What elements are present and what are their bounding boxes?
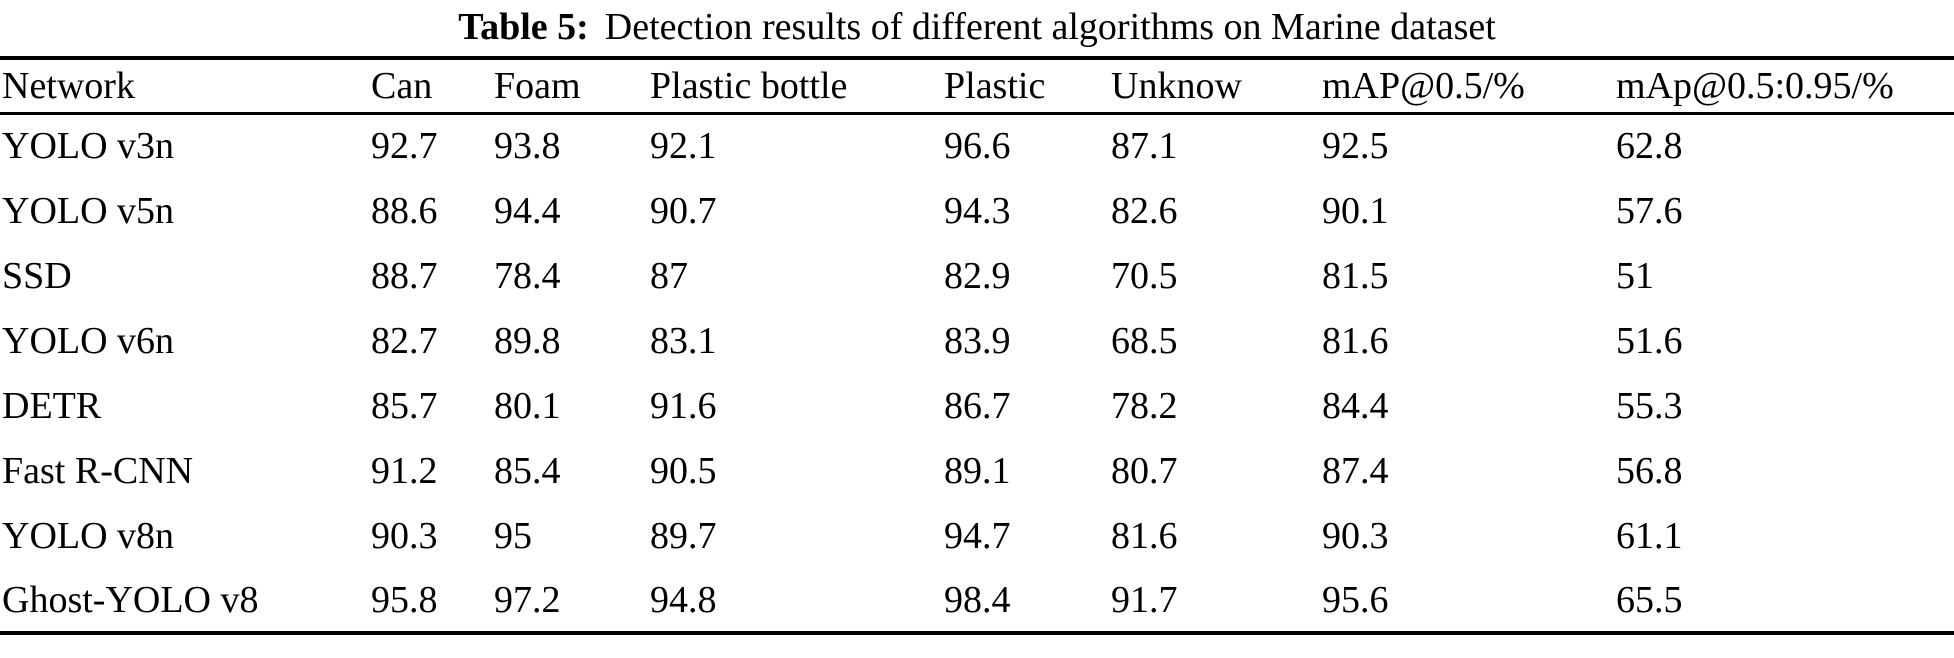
cell-value: 95.6 [1322,578,1389,621]
cell-value: 93.8 [494,125,561,168]
cell-value: 81.6 [1322,319,1389,362]
column-header-foam: Foam [494,58,650,115]
table-row: Ghost-YOLO v8 95.8 97.2 94.8 98.4 91.7 95.6 65.… [0,568,1954,633]
table-row: YOLO v5n 88.6 94.4 90.7 94.3 82.6 90.1 57.6 [0,178,1954,243]
cell-value: 92.7 [371,125,438,168]
cell-value: 89.8 [494,319,561,362]
cell-value: 65.5 [1616,578,1683,621]
cell-value: 78.2 [1111,384,1178,427]
cell-network: YOLO v5n [2,189,175,232]
column-header-map-0-5-0-95: mAp@0.5:0.95/% [1616,58,1954,115]
cell-value: 89.1 [944,449,1011,492]
cell-value: 78.4 [494,254,561,297]
cell-value: 81.6 [1111,514,1178,557]
cell-value: 85.7 [371,384,438,427]
cell-value: 56.8 [1616,449,1683,492]
table-caption: Table 5: Detection results of different a… [0,0,1954,52]
cell-value: 83.9 [944,319,1011,362]
cell-value: 70.5 [1111,254,1178,297]
column-header-can: Can [371,58,494,115]
cell-value: 81.5 [1322,254,1389,297]
table-body: YOLO v3n 92.7 93.8 92.1 96.6 87.1 92.5 62.8 YOLO… [0,113,1954,633]
header-row: Network Can Foam Plastic bottle Plastic Unkno… [0,58,1954,115]
cell-value: 90.3 [371,514,438,557]
cell-value: 61.1 [1616,514,1683,557]
table-row: Fast R-CNN 91.2 85.4 90.5 89.1 80.7 87.4 56.8 [0,438,1954,503]
cell-value: 83.1 [650,319,717,362]
cell-value: 89.7 [650,514,717,557]
cell-value: 88.7 [371,254,438,297]
cell-network: SSD [2,254,72,297]
table-row: YOLO v6n 82.7 89.8 83.1 83.9 68.5 81.6 51.6 [0,308,1954,373]
cell-network: YOLO v3n [2,125,175,168]
cell-network: DETR [2,384,102,427]
cell-network: Ghost-YOLO v8 [2,578,259,621]
cell-value: 98.4 [944,578,1011,621]
table-row: DETR 85.7 80.1 91.6 86.7 78.2 84.4 55.3 [0,373,1954,438]
cell-value: 87 [650,254,688,297]
results-table: Network Can Foam Plastic bottle Plastic Unkno… [0,56,1954,635]
cell-value: 82.6 [1111,189,1178,232]
cell-value: 91.7 [1111,578,1178,621]
cell-value: 91.2 [371,449,438,492]
cell-value: 87.4 [1322,449,1389,492]
cell-value: 90.3 [1322,514,1389,557]
column-header-plastic-bottle: Plastic bottle [650,58,944,115]
cell-value: 95.8 [371,578,438,621]
cell-value: 92.5 [1322,125,1389,168]
cell-value: 85.4 [494,449,561,492]
cell-value: 92.1 [650,125,717,168]
cell-value: 90.7 [650,189,717,232]
cell-value: 55.3 [1616,384,1683,427]
cell-network: Fast R-CNN [2,449,194,492]
cell-network: YOLO v6n [2,319,175,362]
cell-value: 62.8 [1616,125,1683,168]
cell-value: 97.2 [494,578,561,621]
cell-value: 88.6 [371,189,438,232]
column-header-network: Network [0,58,371,115]
table-caption-label: Table 5: [458,6,589,48]
cell-value: 87.1 [1111,125,1178,168]
cell-network: YOLO v8n [2,514,175,557]
column-header-map-0-5: mAP@0.5/% [1322,58,1616,115]
column-header-plastic: Plastic [944,58,1111,115]
cell-value: 80.1 [494,384,561,427]
cell-value: 95 [494,514,532,557]
cell-value: 51 [1616,254,1654,297]
cell-value: 84.4 [1322,384,1389,427]
cell-value: 86.7 [944,384,1011,427]
table-row: YOLO v8n 90.3 95 89.7 94.7 81.6 90.3 61.1 [0,503,1954,568]
cell-value: 82.9 [944,254,1011,297]
column-header-unknow: Unknow [1111,58,1322,115]
cell-value: 82.7 [371,319,438,362]
cell-value: 91.6 [650,384,717,427]
cell-value: 90.1 [1322,189,1389,232]
table-row: YOLO v3n 92.7 93.8 92.1 96.6 87.1 92.5 62.8 [0,113,1954,178]
cell-value: 94.7 [944,514,1011,557]
table-caption-text: Detection results of different algorithm… [604,6,1496,48]
cell-value: 57.6 [1616,189,1683,232]
cell-value: 94.4 [494,189,561,232]
table-row: SSD 88.7 78.4 87 82.9 70.5 81.5 51 [0,243,1954,308]
cell-value: 94.8 [650,578,717,621]
cell-value: 51.6 [1616,319,1683,362]
cell-value: 94.3 [944,189,1011,232]
cell-value: 68.5 [1111,319,1178,362]
cell-value: 96.6 [944,125,1011,168]
cell-value: 80.7 [1111,449,1178,492]
cell-value: 90.5 [650,449,717,492]
